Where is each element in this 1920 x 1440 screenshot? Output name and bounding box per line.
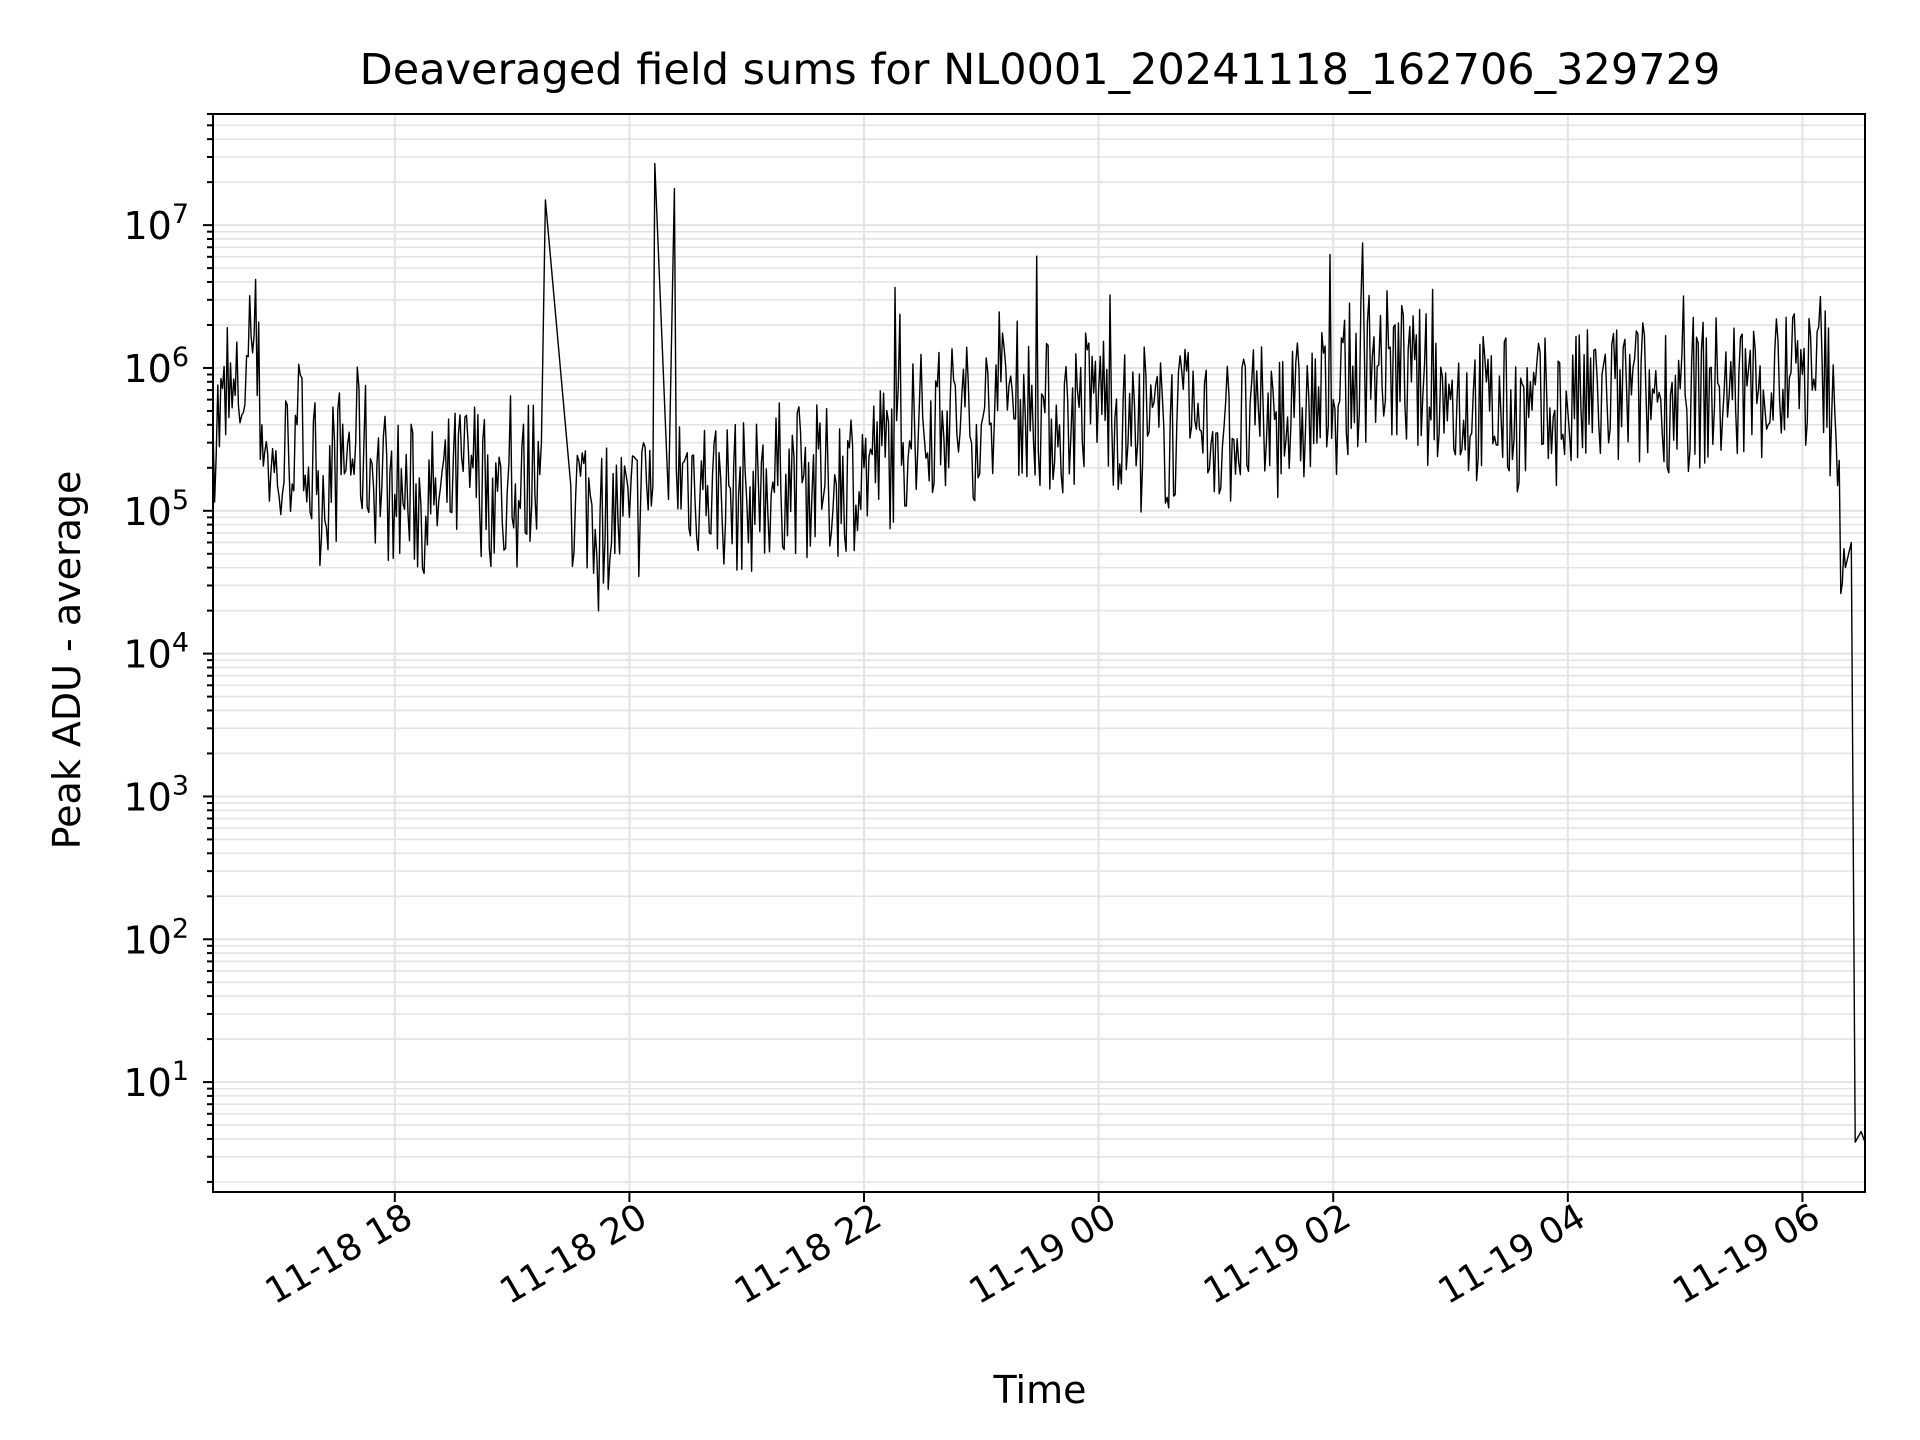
- grid: [213, 113, 1865, 1192]
- y-tick-label-base: 10: [123, 918, 171, 962]
- y-tick-label: 102: [123, 913, 189, 962]
- y-tick-label: 106: [123, 342, 189, 391]
- y-tick-label-exponent: 1: [172, 1056, 189, 1087]
- y-tick-label-base: 10: [123, 775, 171, 819]
- y-tick-label: 101: [123, 1056, 189, 1105]
- y-tick-label-exponent: 2: [172, 913, 189, 944]
- y-tick-label-base: 10: [123, 633, 171, 677]
- y-tick-label-base: 10: [123, 490, 171, 534]
- series-layer: [212, 162, 1866, 1143]
- chart-title: Deaveraged field sums for NL0001_2024111…: [360, 45, 1721, 95]
- y-tick-label-exponent: 7: [172, 199, 189, 230]
- x-axis-label: Time: [993, 1368, 1087, 1412]
- y-tick-label-exponent: 3: [172, 770, 189, 801]
- y-tick-label: 103: [123, 770, 189, 819]
- y-tick-label: 105: [123, 485, 189, 534]
- y-axis-label: Peak ADU - average: [45, 471, 89, 850]
- y-tick-label-exponent: 6: [172, 342, 189, 373]
- y-tick-label-base: 10: [123, 1061, 171, 1105]
- y-tick-label-exponent: 5: [172, 485, 189, 516]
- y-tick-label: 104: [123, 628, 189, 677]
- y-tick-label-base: 10: [123, 204, 171, 248]
- y-tick-label: 107: [123, 199, 189, 248]
- y-tick-label-base: 10: [123, 347, 171, 391]
- y-tick-label-exponent: 4: [172, 628, 189, 659]
- series-line-0: [212, 162, 1866, 1143]
